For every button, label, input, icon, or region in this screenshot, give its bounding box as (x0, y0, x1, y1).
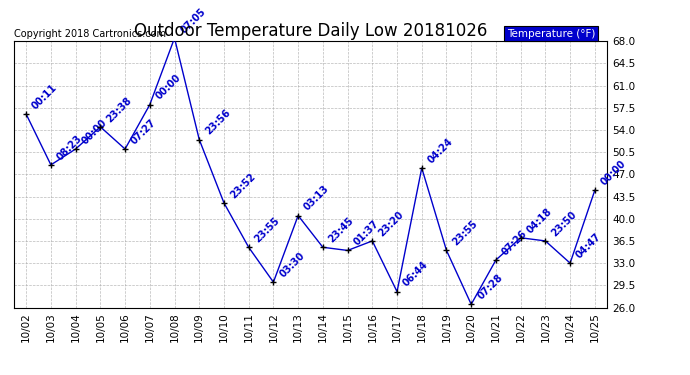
Text: 23:55: 23:55 (253, 216, 282, 244)
Text: 00:11: 00:11 (30, 82, 59, 111)
Text: 07:28: 07:28 (475, 273, 504, 302)
Text: 06:44: 06:44 (401, 260, 430, 289)
Text: 01:37: 01:37 (352, 219, 381, 248)
Text: 04:18: 04:18 (525, 206, 554, 235)
Text: 00:00: 00:00 (154, 73, 183, 102)
Text: 00:00: 00:00 (80, 117, 109, 146)
Text: Temperature (°F): Temperature (°F) (507, 28, 595, 39)
Text: 07:26: 07:26 (500, 228, 529, 257)
Text: 03:13: 03:13 (302, 184, 331, 213)
Title: Outdoor Temperature Daily Low 20181026: Outdoor Temperature Daily Low 20181026 (134, 22, 487, 40)
Text: 00:00: 00:00 (599, 159, 628, 188)
Text: 23:45: 23:45 (327, 216, 356, 244)
Text: 04:47: 04:47 (574, 231, 603, 260)
Text: Copyright 2018 Cartronics.com: Copyright 2018 Cartronics.com (14, 28, 166, 39)
Text: 03:30: 03:30 (277, 251, 306, 279)
Text: 07:27: 07:27 (129, 117, 158, 146)
Text: 23:55: 23:55 (451, 219, 480, 248)
Text: 23:20: 23:20 (377, 209, 406, 238)
Text: 23:52: 23:52 (228, 171, 257, 200)
Text: 04:24: 04:24 (426, 136, 455, 165)
Text: 07:05: 07:05 (179, 6, 208, 35)
Text: 23:50: 23:50 (549, 209, 578, 238)
Text: 23:56: 23:56 (204, 108, 233, 137)
Text: 08:23: 08:23 (55, 133, 84, 162)
Text: 23:38: 23:38 (104, 95, 134, 124)
